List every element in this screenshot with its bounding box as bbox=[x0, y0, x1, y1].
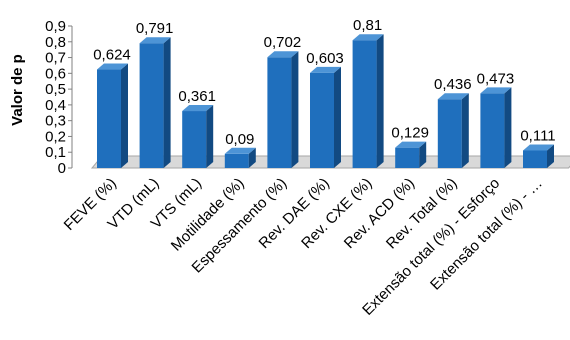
bar bbox=[310, 66, 341, 168]
data-label: 0,624 bbox=[93, 47, 131, 64]
bar-front bbox=[310, 72, 334, 168]
y-tick-label: 0,6 bbox=[45, 65, 66, 82]
bar-front bbox=[267, 57, 292, 168]
bar-front bbox=[224, 153, 249, 168]
bar bbox=[267, 51, 299, 168]
bar-front bbox=[480, 93, 505, 168]
bar bbox=[395, 141, 427, 168]
bar-side bbox=[121, 63, 128, 169]
bar bbox=[97, 63, 128, 169]
y-tick-label: 0,4 bbox=[45, 97, 66, 114]
bar-top bbox=[97, 63, 128, 70]
y-tick-label: 0,1 bbox=[45, 144, 66, 161]
bar-top bbox=[310, 66, 341, 73]
bar-side bbox=[461, 93, 469, 168]
data-label: 0,09 bbox=[225, 131, 254, 148]
bar-side bbox=[334, 66, 341, 168]
data-label: 0,473 bbox=[477, 70, 515, 87]
data-label: 0,603 bbox=[306, 50, 344, 67]
bar bbox=[139, 37, 171, 168]
bar-side bbox=[206, 105, 214, 168]
y-tick-label: 0,9 bbox=[45, 18, 66, 35]
data-label: 0,81 bbox=[353, 17, 382, 34]
bar-front bbox=[395, 147, 420, 168]
bar bbox=[352, 34, 384, 169]
y-tick-label: 0,2 bbox=[45, 128, 66, 145]
bar-front bbox=[352, 40, 377, 169]
bar-front bbox=[437, 99, 462, 168]
bar-side bbox=[248, 147, 256, 168]
bar-top bbox=[182, 105, 214, 112]
bar-top bbox=[267, 51, 299, 58]
bar bbox=[224, 147, 256, 168]
bar-top bbox=[395, 141, 427, 148]
y-tick-label: 0,5 bbox=[45, 81, 66, 98]
bar-top bbox=[139, 37, 171, 44]
bar-side bbox=[163, 37, 171, 168]
bar-side bbox=[547, 144, 554, 168]
bar-top bbox=[437, 93, 469, 100]
bar bbox=[480, 87, 512, 168]
y-tick-label: 0,3 bbox=[45, 113, 66, 130]
bar-top bbox=[523, 144, 554, 151]
bar-front bbox=[523, 150, 547, 168]
data-label: 0,791 bbox=[136, 20, 174, 37]
bar-front bbox=[139, 43, 164, 168]
y-tick-label: 0 bbox=[58, 160, 66, 177]
y-tick-label: 0,8 bbox=[45, 34, 66, 51]
data-label: 0,129 bbox=[391, 125, 429, 142]
data-label: 0,702 bbox=[264, 34, 302, 51]
data-label: 0,111 bbox=[520, 127, 555, 144]
bar-top bbox=[352, 34, 384, 41]
bar-top bbox=[224, 147, 256, 154]
bar-side bbox=[504, 87, 512, 168]
bar-top bbox=[480, 87, 512, 94]
y-tick-label: 0,7 bbox=[45, 50, 66, 67]
bar bbox=[523, 144, 554, 168]
y-axis-label: Valor de p bbox=[9, 54, 26, 126]
bar-front bbox=[97, 69, 121, 168]
bar-side bbox=[291, 51, 299, 168]
bar-side bbox=[419, 141, 427, 168]
bar bbox=[437, 93, 469, 168]
data-label: 0,436 bbox=[434, 76, 472, 93]
bar-front bbox=[182, 111, 207, 168]
data-label: 0,361 bbox=[178, 88, 216, 105]
bar-side bbox=[376, 34, 384, 169]
bar bbox=[182, 105, 214, 168]
